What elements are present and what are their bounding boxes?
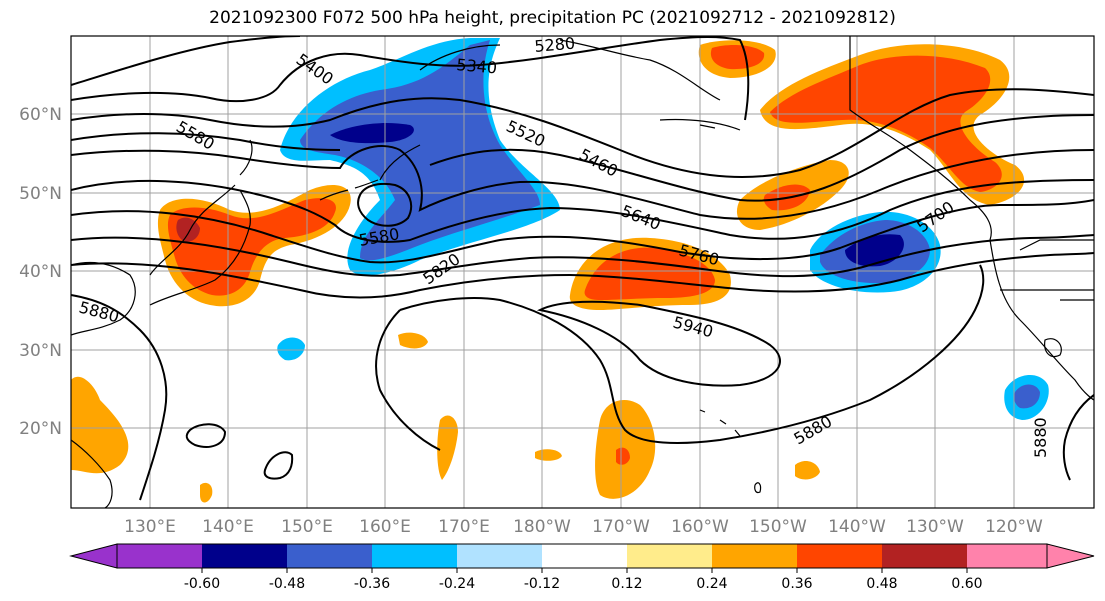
graticule [71, 36, 1094, 508]
colorbar-tick-label: 0.36 [781, 576, 812, 592]
colorbar-segment [202, 544, 287, 568]
lon-label: 120°W [985, 517, 1043, 537]
lon-label: 150°E [281, 517, 333, 537]
height-contours [71, 36, 1094, 501]
lat-label: 40°N [19, 262, 62, 282]
colorbar-high-extend [1046, 543, 1095, 569]
lon-label: 150°W [749, 517, 807, 537]
colorbar-segment [712, 544, 797, 568]
lon-label: 170°E [438, 517, 490, 537]
longitude-labels: 130°E 140°E 150°E 160°E 170°E 180°W 170°… [124, 517, 1043, 537]
lon-label: 180°W [513, 517, 571, 537]
colorbar-segment [457, 544, 542, 568]
colorbar-tick-label: -0.48 [269, 576, 305, 592]
lat-label: 30°N [19, 341, 62, 361]
contour-label: 5880 [1031, 417, 1050, 458]
map-border [70, 35, 1095, 509]
colorbar-tick-label: 0.48 [866, 576, 897, 592]
colorbar-segment [797, 544, 882, 568]
map-title: 2021092300 F072 500 hPa height, precipit… [209, 8, 896, 28]
colorbar-segment [287, 544, 372, 568]
lon-label: 160°E [359, 517, 411, 537]
lon-label: 130°E [124, 517, 176, 537]
contour-label: 5340 [456, 55, 498, 77]
colorbar-segment [542, 544, 627, 568]
lon-label: 130°W [906, 517, 964, 537]
colorbar-tick-label: 0.24 [696, 576, 727, 592]
lon-label: 160°W [671, 517, 729, 537]
lon-label: 140°W [828, 517, 886, 537]
colorbar-tick-label: -0.12 [524, 576, 560, 592]
colorbar-tick-label: -0.24 [439, 576, 475, 592]
lon-label: 140°E [202, 517, 254, 537]
colorbar-segment [372, 544, 457, 568]
colorbar-low-extend [69, 543, 118, 569]
colorbar-segment [627, 544, 712, 568]
colorbar: -0.60 -0.48 -0.36 -0.24 -0.12 0.12 0.24 … [69, 543, 1095, 592]
lat-label: 20°N [19, 419, 62, 439]
colorbar-segment [117, 544, 202, 568]
contour-label: 5280 [534, 34, 576, 56]
colorbar-tick-label: 0.60 [951, 576, 982, 592]
lat-label: 50°N [19, 184, 62, 204]
lon-label: 170°W [592, 517, 650, 537]
colorbar-tick-label: -0.36 [354, 576, 390, 592]
lat-label: 60°N [19, 105, 62, 125]
colorbar-segment [882, 544, 967, 568]
colorbar-tick-label: 0.12 [611, 576, 642, 592]
latitude-labels: 60°N 50°N 40°N 30°N 20°N [19, 105, 62, 439]
colorbar-tick-label: -0.60 [184, 576, 220, 592]
colorbar-segment [967, 544, 1047, 568]
